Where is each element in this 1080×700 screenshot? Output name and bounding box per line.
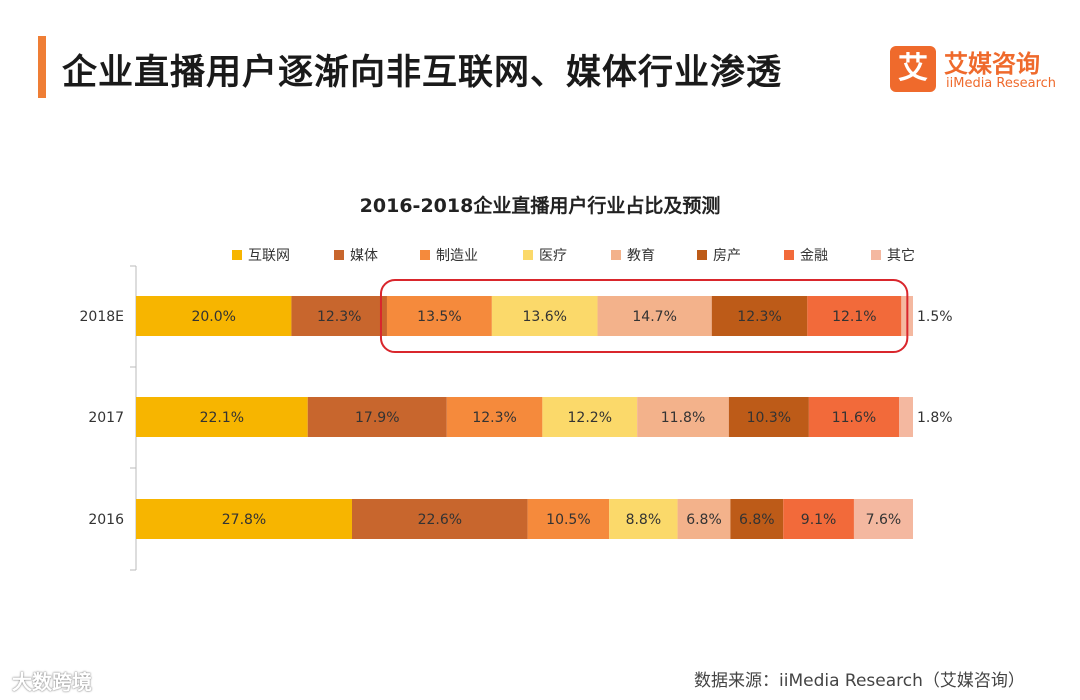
data-label: 12.3% [317, 309, 361, 325]
category-label: 2018E [80, 309, 124, 325]
data-label: 6.8% [686, 512, 722, 528]
bar-segment [637, 397, 729, 437]
data-label: 1.5% [917, 309, 953, 325]
bar-segment [711, 296, 808, 336]
bar-segment [527, 499, 610, 539]
data-source: 数据来源：iiMedia Research（艾媒咨询） [694, 671, 1025, 691]
bar-segment [899, 397, 913, 437]
bar-segment [807, 296, 902, 336]
chart-title: 2016-2018企业直播用户行业占比及预测 [359, 195, 721, 217]
legend-swatch-4 [523, 250, 533, 260]
title-accent-bar [38, 36, 46, 98]
data-label: 12.3% [472, 410, 516, 426]
data-label: 7.6% [866, 512, 902, 528]
bar-segment [853, 499, 913, 539]
logo-mark: 艾 [890, 46, 936, 92]
legend-swatch-5 [611, 250, 621, 260]
bar-segment [446, 397, 543, 437]
logo-english-name: iiMedia Research [946, 76, 1057, 91]
data-label: 13.5% [417, 309, 461, 325]
bar-segment [609, 499, 678, 539]
data-label: 10.3% [747, 410, 791, 426]
legend-label-7: 金融 [800, 248, 828, 264]
category-label: 2017 [88, 410, 124, 426]
data-label: 17.9% [355, 410, 399, 426]
legend-swatch-6 [697, 250, 707, 260]
bar-segment [136, 499, 353, 539]
legend-label-3: 制造业 [436, 248, 478, 264]
legend-label-6: 房产 [713, 248, 741, 264]
data-label: 8.8% [626, 512, 662, 528]
legend-swatch-1 [232, 250, 242, 260]
data-label: 13.6% [522, 309, 566, 325]
data-label: 1.8% [917, 410, 953, 426]
bar-segment [291, 296, 387, 336]
bar-segment [783, 499, 854, 539]
legend-swatch-3 [420, 250, 430, 260]
data-label: 14.7% [632, 309, 676, 325]
iimedia-logo: 艾 艾媒咨询 iiMedia Research [890, 46, 1065, 96]
data-label: 11.8% [661, 410, 705, 426]
bar-segment [136, 296, 292, 336]
data-label: 11.6% [832, 410, 876, 426]
data-label: 9.1% [801, 512, 837, 528]
category-label: 2016 [88, 512, 124, 528]
bar-segment [728, 397, 809, 437]
bar-segment [307, 397, 447, 437]
data-label: 12.1% [832, 309, 876, 325]
page-title: 企业直播用户逐渐向非互联网、媒体行业渗透 [62, 53, 783, 93]
data-label: 12.2% [568, 410, 612, 426]
bar-segment [808, 397, 900, 437]
highlight-box [379, 279, 909, 353]
legend-swatch-2 [334, 250, 344, 260]
data-label: 27.8% [222, 512, 266, 528]
bar-segment [386, 296, 492, 336]
legend-label-2: 媒体 [350, 248, 378, 264]
data-label: 22.1% [200, 410, 244, 426]
bar-segment [491, 296, 598, 336]
bar-segment [352, 499, 528, 539]
bar-segment [542, 397, 638, 437]
legend-label-8: 其它 [887, 247, 915, 264]
legend-swatch-7 [784, 250, 794, 260]
watermark: 大数跨境 [12, 670, 92, 694]
bar-segment [136, 397, 308, 437]
legend-label-4: 医疗 [539, 248, 567, 264]
legend-label-1: 互联网 [248, 248, 290, 264]
bar-segment [597, 296, 712, 336]
logo-chinese-name: 艾媒咨询 [944, 50, 1040, 78]
legend-label-5: 教育 [627, 248, 655, 264]
data-label: 12.3% [737, 309, 781, 325]
legend-swatch-8 [871, 250, 881, 260]
data-label: 22.6% [418, 512, 462, 528]
data-label: 10.5% [546, 512, 590, 528]
bar-segment [730, 499, 784, 539]
bar-segment [677, 499, 731, 539]
data-label: 20.0% [191, 309, 235, 325]
data-label: 6.8% [739, 512, 775, 528]
